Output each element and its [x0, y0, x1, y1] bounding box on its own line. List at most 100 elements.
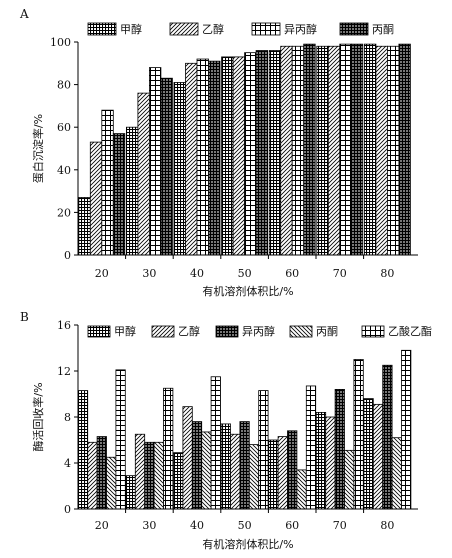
bar — [173, 452, 184, 510]
bar — [126, 126, 139, 256]
bar — [382, 364, 393, 510]
bar — [248, 444, 260, 510]
y-axis-label: 酶活回收率/% — [31, 382, 45, 451]
y-tick-label: 40 — [57, 164, 71, 177]
bar — [344, 449, 355, 510]
y-tick-label: 4 — [64, 457, 71, 470]
bar — [201, 431, 212, 510]
x-tick-label: 20 — [95, 267, 109, 280]
bar — [315, 411, 327, 510]
x-axis-label: 有机溶剂体积比/% — [202, 284, 293, 298]
bar — [144, 441, 155, 510]
x-tick-label: 20 — [95, 519, 109, 532]
bar — [287, 430, 298, 510]
x-tick-label: 30 — [142, 519, 156, 532]
legend-label: 异丙醇 — [284, 22, 317, 36]
legend-swatch — [339, 22, 369, 36]
x-tick-label: 40 — [190, 267, 204, 280]
chart-panel-b: B 0 4 8 12 16 20 30 40 50 60 70 80 有机溶剂体积比/% 酶活回收率/% 甲醇… — [20, 310, 432, 551]
legend-swatch — [151, 325, 175, 338]
bar — [305, 385, 317, 510]
x-tick-label: 70 — [333, 267, 347, 280]
bar — [89, 141, 103, 256]
bar — [112, 133, 126, 256]
bar — [163, 387, 174, 510]
bar — [258, 390, 269, 510]
bar — [106, 456, 117, 510]
y-tick-label: 100 — [50, 36, 71, 49]
bar — [232, 56, 246, 256]
bar — [196, 58, 209, 256]
y-tick-label: 0 — [64, 503, 71, 516]
bar — [363, 43, 377, 256]
bar — [255, 50, 269, 256]
bar — [210, 376, 221, 510]
bar — [173, 82, 186, 256]
legend-label: 丙酮 — [372, 23, 394, 36]
legend-label: 乙酸乙酯 — [388, 324, 432, 338]
legend-label: 甲醇 — [120, 22, 142, 36]
bar — [244, 52, 257, 256]
legend-swatch — [169, 22, 199, 36]
x-tick-label: 60 — [285, 519, 299, 532]
bar — [239, 421, 250, 510]
bar — [208, 60, 221, 256]
bar — [185, 62, 198, 256]
y-tick-label: 8 — [64, 411, 71, 424]
legend-label: 甲醇 — [114, 324, 136, 338]
bar — [230, 433, 241, 510]
bar — [268, 50, 282, 256]
x-tick-label: 60 — [285, 267, 299, 280]
bar — [391, 437, 402, 510]
legend-label: 丙酮 — [316, 325, 338, 338]
bar — [327, 45, 341, 256]
y-tick-label: 0 — [64, 249, 71, 262]
bar — [78, 197, 91, 256]
bar — [87, 441, 98, 510]
legend-swatch — [251, 22, 281, 36]
bar — [339, 43, 352, 256]
legend-swatch — [361, 325, 385, 338]
bar — [353, 359, 364, 510]
bar — [398, 43, 411, 256]
bar — [350, 43, 364, 256]
bar — [191, 421, 203, 510]
bar — [137, 92, 150, 256]
bar — [101, 109, 114, 256]
legend-swatch — [215, 325, 239, 338]
legend-swatch — [289, 325, 313, 338]
x-tick-label: 30 — [142, 267, 156, 280]
legend-swatch — [87, 325, 111, 338]
y-tick-label: 80 — [57, 79, 71, 92]
bar — [134, 433, 146, 510]
y-tick-label: 20 — [57, 206, 71, 219]
bar — [280, 45, 293, 256]
bar — [153, 441, 164, 510]
legend-label: 乙醇 — [178, 324, 200, 338]
x-tick-label: 50 — [238, 267, 252, 280]
chart-panel-a: A 0 20 40 60 80 100 20 30 40 50 60 70 80 有机溶剂体积比/% 蛋白沉淀… — [19, 7, 418, 298]
bar — [316, 45, 329, 256]
y-tick-label: 60 — [57, 121, 71, 134]
x-tick-label: 80 — [380, 519, 394, 532]
bar — [160, 77, 173, 256]
panel-label: A — [19, 7, 29, 21]
bar — [296, 469, 307, 510]
panel-label: B — [20, 310, 29, 324]
x-tick-label: 80 — [380, 267, 394, 280]
bar — [303, 43, 316, 256]
bar — [77, 390, 89, 510]
x-tick-label: 40 — [190, 519, 204, 532]
bar — [182, 406, 193, 510]
bar — [372, 403, 384, 510]
y-axis-label: 蛋白沉淀率/% — [31, 114, 45, 183]
bar — [96, 436, 107, 510]
bar — [148, 67, 162, 256]
legend-label: 乙醇 — [202, 22, 224, 36]
x-tick-label: 70 — [333, 519, 347, 532]
legend-label: 异丙醇 — [242, 324, 275, 338]
bar — [386, 45, 400, 256]
x-tick-label: 50 — [238, 519, 252, 532]
y-tick-label: 12 — [57, 365, 71, 378]
